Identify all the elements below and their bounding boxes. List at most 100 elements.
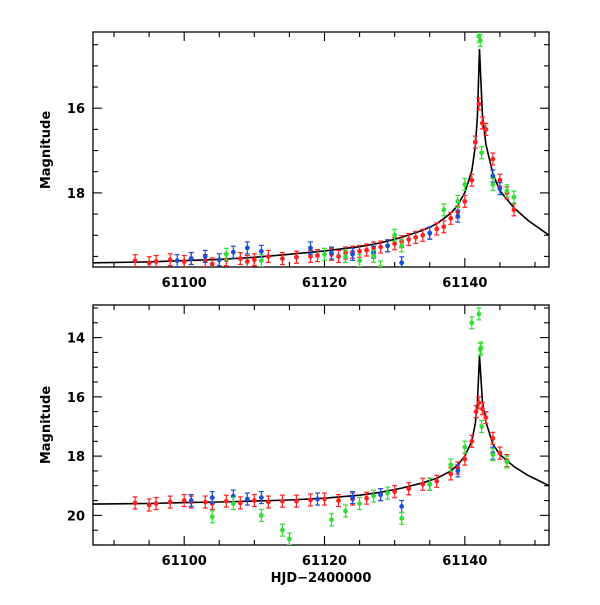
data-point <box>511 203 517 217</box>
data-point <box>188 493 194 508</box>
data-point <box>279 494 285 508</box>
data-point <box>329 246 335 260</box>
top-panel-model-curve <box>93 48 549 264</box>
data-point <box>244 492 250 506</box>
data-point <box>357 496 363 511</box>
x-tick-label: 61120 <box>302 554 347 569</box>
data-point <box>476 97 482 111</box>
model-curve-line <box>93 48 549 264</box>
data-point <box>371 249 377 264</box>
data-point <box>230 245 236 259</box>
data-point <box>314 248 320 263</box>
x-tick-label: 61140 <box>442 554 487 569</box>
data-point <box>371 489 377 503</box>
data-point <box>364 491 370 505</box>
data-point <box>497 446 503 460</box>
data-point <box>350 247 356 261</box>
top-panel-data-points <box>132 32 517 267</box>
data-point <box>399 499 405 514</box>
data-point <box>385 239 391 253</box>
data-point <box>490 431 496 445</box>
data-point <box>279 251 285 266</box>
data-point <box>343 504 349 518</box>
data-point <box>420 228 426 242</box>
x-tick-label: 61100 <box>162 554 207 569</box>
data-point <box>167 253 173 267</box>
data-point <box>473 405 479 419</box>
bottom-panel-tick-labels: 61100 61120 61140 14 16 18 20 <box>67 332 488 569</box>
data-point <box>146 498 152 512</box>
y-tick-label: 16 <box>67 102 85 117</box>
data-point <box>350 490 356 505</box>
data-point <box>209 510 215 524</box>
data-point <box>476 396 482 410</box>
data-point <box>406 232 412 247</box>
data-point <box>153 254 159 267</box>
data-point <box>462 177 468 192</box>
data-point <box>455 464 461 478</box>
y-tick-label: 20 <box>67 509 85 524</box>
data-point <box>478 341 484 355</box>
data-point <box>472 135 478 149</box>
data-point <box>479 146 485 160</box>
data-point <box>167 495 173 509</box>
data-point <box>265 495 271 509</box>
data-point <box>181 254 187 267</box>
data-point <box>343 249 349 264</box>
data-point <box>469 173 475 187</box>
data-point <box>329 513 335 527</box>
data-point <box>202 495 208 509</box>
data-point <box>497 182 503 196</box>
data-point <box>448 211 454 225</box>
data-point <box>455 209 461 223</box>
data-point <box>181 493 187 508</box>
data-point <box>378 240 384 254</box>
data-point <box>490 448 496 462</box>
data-point <box>476 307 482 321</box>
data-point <box>399 239 405 253</box>
data-point <box>336 493 342 508</box>
data-point <box>511 190 517 204</box>
y-tick-label: 14 <box>67 332 85 347</box>
data-point <box>251 493 257 508</box>
data-point <box>223 247 229 261</box>
data-point <box>479 402 485 416</box>
data-point <box>462 452 468 466</box>
top-panel-tick-labels: 61100 61120 61140 16 18 <box>67 102 488 291</box>
bottom-panel: 61100 61120 61140 14 16 18 20 Magnitude HJD−24… <box>39 304 550 586</box>
data-point <box>307 241 313 255</box>
data-point <box>258 490 264 505</box>
data-point <box>258 254 264 267</box>
data-point <box>153 496 159 511</box>
data-point <box>448 458 454 472</box>
data-point <box>469 316 475 330</box>
data-point <box>441 203 447 217</box>
data-point <box>490 177 496 192</box>
data-point <box>174 254 180 267</box>
data-point <box>132 254 138 267</box>
data-point <box>420 477 426 491</box>
data-point <box>132 496 138 510</box>
model-curve-line <box>93 355 549 505</box>
data-point <box>322 492 328 506</box>
data-point <box>230 496 236 511</box>
data-point <box>146 256 152 267</box>
data-point <box>314 492 320 506</box>
data-point <box>307 249 313 264</box>
bottom-panel-data-points <box>132 307 510 545</box>
top-panel-ticks <box>93 32 549 267</box>
data-point <box>237 496 243 510</box>
bottom-panel-frame <box>92 304 550 546</box>
data-point <box>336 249 342 264</box>
data-point <box>399 511 405 525</box>
data-point <box>434 222 440 236</box>
data-point <box>279 523 285 537</box>
data-point <box>434 474 440 488</box>
data-point <box>490 152 496 166</box>
top-panel-y-axis-title: Magnitude <box>39 111 54 190</box>
data-point <box>462 194 468 208</box>
data-point <box>427 226 433 240</box>
data-point <box>455 194 461 208</box>
